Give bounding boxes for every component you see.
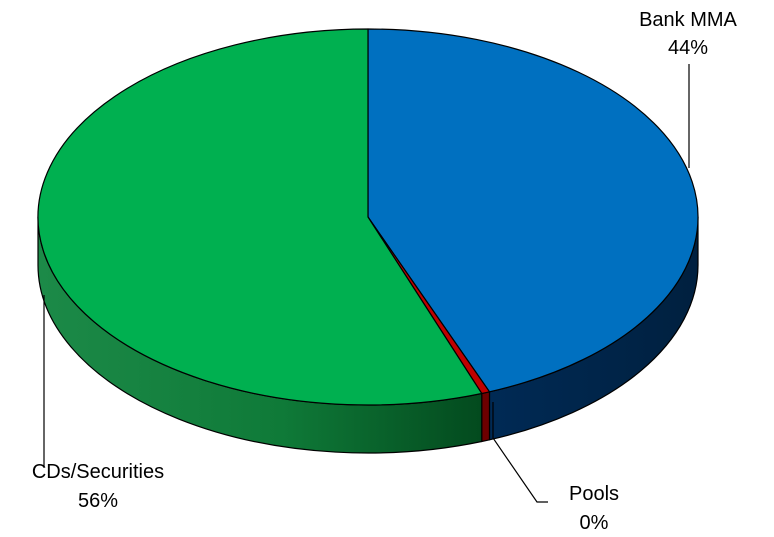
leader-line-pools <box>492 402 548 503</box>
data-label-name-cds-securities: CDs/Securities <box>32 461 164 483</box>
slice-cds-securities <box>37 28 483 406</box>
data-label-value-bank-mma: 44% <box>668 37 708 59</box>
slice-side-pools <box>481 391 491 443</box>
data-label-value-cds-securities: 56% <box>78 490 118 512</box>
data-label-value-pools: 0% <box>580 512 609 534</box>
slice-bank-mma <box>367 28 699 393</box>
data-label-name-bank-mma: Bank MMA <box>639 9 737 31</box>
data-label-name-pools: Pools <box>569 483 619 505</box>
